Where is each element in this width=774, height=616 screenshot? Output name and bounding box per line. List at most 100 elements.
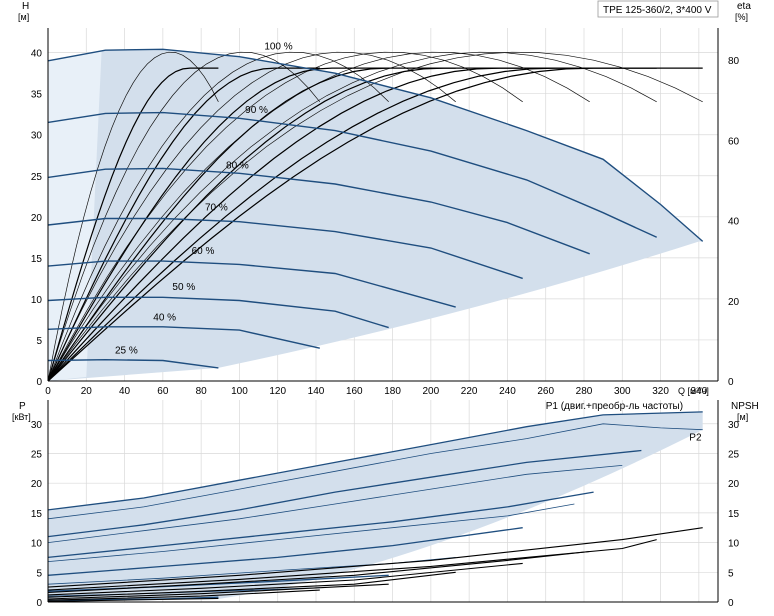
y-tick-label: 20 (31, 213, 43, 224)
y-axis-unit-p: [кВт] (12, 412, 31, 422)
p2-curve-label: P2 (689, 432, 702, 443)
head-curves: 100 % 90 % 80 % 70 % 60 % 50 % 40 % 25 % (47, 42, 704, 369)
head-curve (47, 167, 590, 255)
y-tick-label: 40 (31, 49, 43, 60)
npsh-curve (47, 527, 703, 588)
y-tick-label: 30 (31, 420, 43, 431)
head-curve (47, 358, 219, 369)
y-tick-label: 15 (31, 509, 43, 520)
power-curve (47, 423, 703, 520)
y2-tick-label: 25 (728, 449, 740, 460)
x-tick-label: 20 (81, 386, 93, 397)
power-curve (47, 465, 623, 543)
y-axis-unit-h: [м] (18, 12, 29, 22)
power-curve (47, 449, 642, 538)
y-tick-label: 20 (31, 479, 43, 490)
x-tick-label: 0 (45, 386, 51, 397)
operating-envelope (48, 49, 703, 382)
power-curve (47, 503, 575, 562)
y2-tick-label: 40 (728, 217, 740, 228)
y2-tick-label: 80 (728, 56, 740, 67)
efficiency-curve (47, 51, 456, 382)
npsh-curve (47, 550, 590, 594)
x-tick-label: 160 (346, 386, 363, 397)
efficiency-curve (47, 51, 703, 382)
speed-label: 50 % (172, 282, 195, 293)
x-tick-label: 240 (499, 386, 516, 397)
efficiency-curve (47, 51, 389, 382)
efficiency-curve (47, 51, 321, 382)
title-box (597, 0, 719, 18)
x-tick-label: 60 (157, 386, 169, 397)
efficiency-curve (47, 51, 523, 382)
x-tick-label: 340 (691, 386, 708, 397)
npsh-curve (47, 562, 523, 596)
x-tick-label: 220 (461, 386, 478, 397)
y-tick-label: 0 (36, 377, 42, 388)
y-tick-label: 35 (31, 90, 43, 101)
bottom-axes: 0 5 10 15 20 25 30 0 5 10 15 20 25 30 (31, 400, 740, 609)
speed-label: 100 % (264, 42, 292, 53)
speed-label: 80 % (226, 161, 249, 172)
y2-tick-label: 20 (728, 297, 740, 308)
eta-curve (47, 67, 219, 382)
npsh-curve (47, 583, 389, 600)
npsh-curve (47, 539, 657, 591)
y-axis-label-h: H (22, 1, 29, 12)
x-tick-label: 120 (269, 386, 286, 397)
y2-tick-label: 20 (728, 479, 740, 490)
bottom-envelope (48, 411, 703, 602)
power-curve (47, 411, 703, 511)
y2-tick-label: 0 (728, 598, 734, 609)
x-tick-label: 40 (119, 386, 131, 397)
speed-label: 25 % (115, 345, 138, 356)
eta-curve (47, 67, 320, 382)
power-curves (47, 411, 703, 602)
y-tick-label: 15 (31, 254, 43, 265)
x-tick-label: 180 (384, 386, 401, 397)
head-curve (47, 217, 523, 280)
p1-curve-label: P1 (двиг.+преобр-ль частоты) (546, 400, 683, 412)
x-tick-label: 300 (614, 386, 631, 397)
x-tick-label: 260 (537, 386, 554, 397)
x-tick-label: 80 (196, 386, 208, 397)
npsh-curve (47, 589, 320, 601)
head-curve (47, 111, 657, 238)
y-tick-label: 0 (36, 598, 42, 609)
y-axis-label-p: P (19, 401, 26, 412)
chart-title: TPE 125-360/2, 3*400 V (603, 5, 712, 16)
power-curve (47, 527, 523, 576)
x-tick-label: 280 (576, 386, 593, 397)
speed-label: 90 % (245, 105, 268, 116)
x-axis-label: Q [м³/ч] (678, 386, 709, 396)
y2-axis-unit-npsh: [м] (737, 412, 748, 422)
y-tick-label: 10 (31, 539, 43, 550)
efficiency-curve (47, 51, 657, 382)
y2-tick-label: 10 (728, 539, 740, 550)
speed-label: 60 % (192, 246, 215, 257)
y2-tick-label: 30 (728, 420, 740, 431)
head-curve (47, 296, 389, 329)
efficiency-curve (47, 51, 219, 382)
y-tick-label: 30 (31, 131, 43, 142)
speed-label: 70 % (205, 203, 228, 214)
head-curve (47, 48, 704, 242)
y2-tick-label: 5 (728, 568, 734, 579)
y-tick-label: 25 (31, 449, 43, 460)
head-curve (47, 260, 456, 308)
speed-label: 40 % (153, 313, 176, 324)
x-tick-label: 140 (308, 386, 325, 397)
x-tick-label: 320 (652, 386, 669, 397)
y-tick-label: 10 (31, 295, 43, 306)
power-curve (47, 491, 594, 559)
y-tick-label: 5 (36, 568, 42, 579)
npsh-curve (47, 571, 456, 598)
y2-axis-unit-eta: [%] (735, 12, 748, 22)
y2-axis-label-npsh: NPSH (731, 401, 759, 412)
npsh-curve (47, 597, 219, 602)
power-envelope (48, 411, 703, 602)
y2-tick-label: 15 (728, 509, 740, 520)
eta-curve (47, 67, 389, 382)
y-tick-label: 5 (36, 336, 42, 347)
